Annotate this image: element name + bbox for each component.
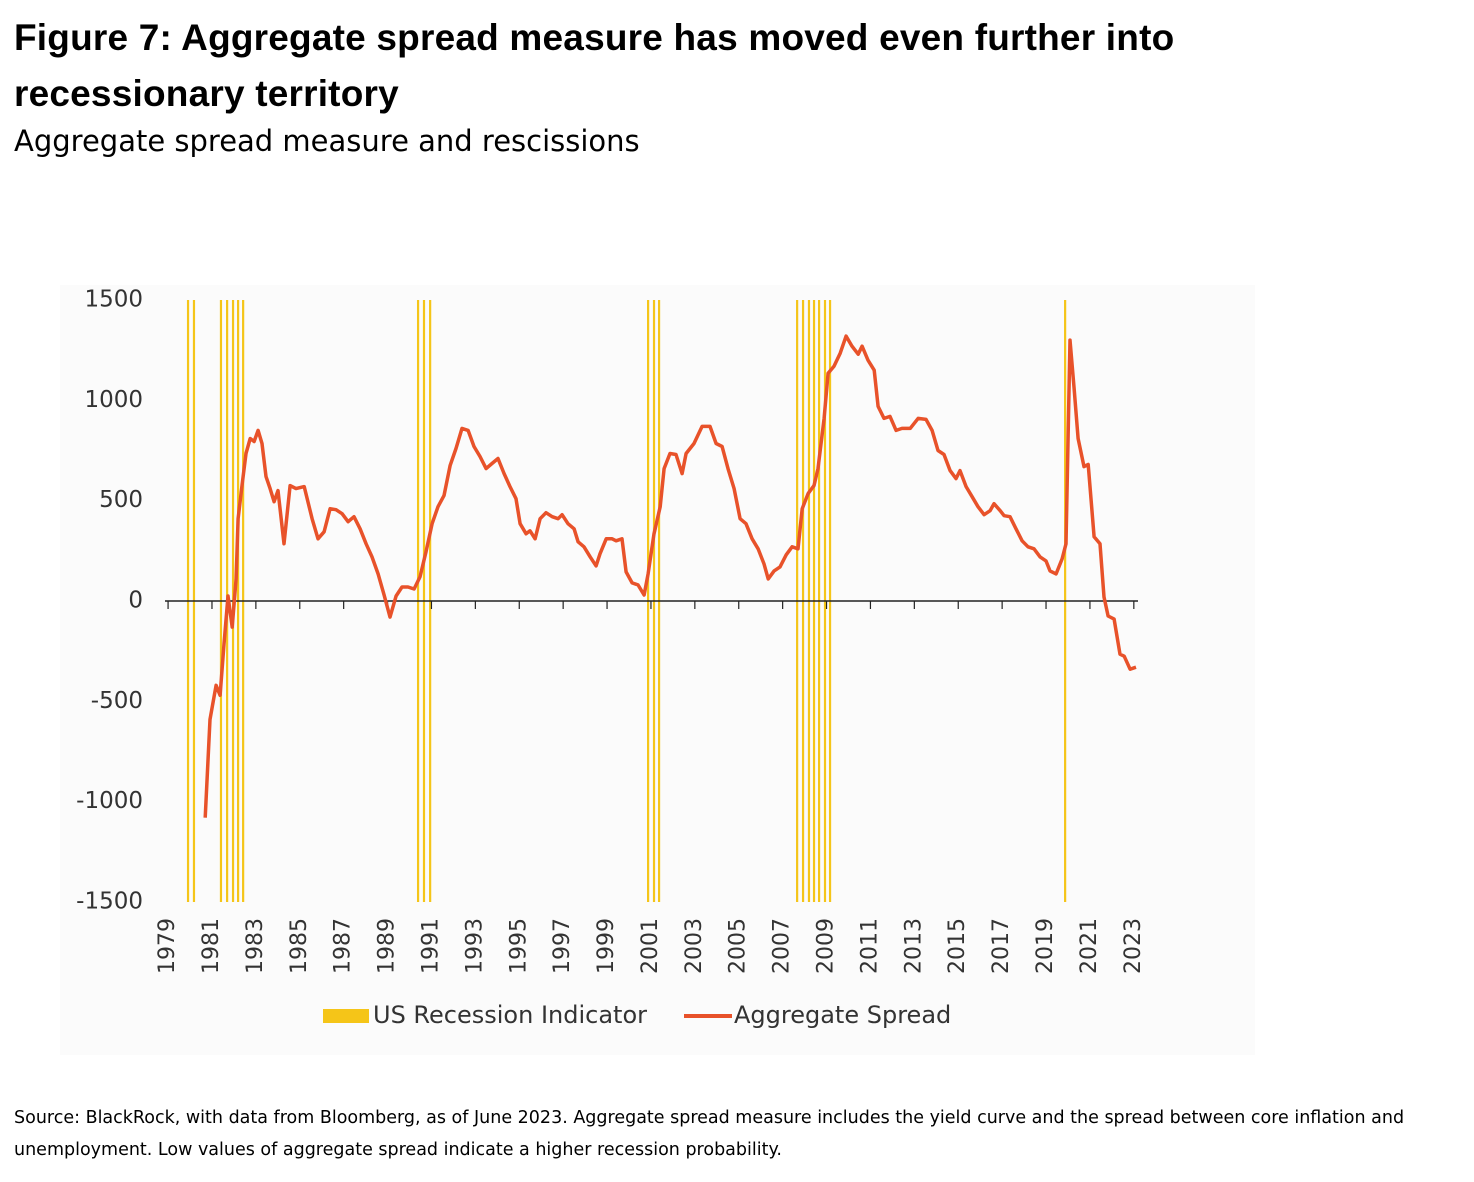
y-tick-label: -1000 (76, 788, 143, 814)
x-tick-label: 2023 (1121, 918, 1146, 974)
x-tick-label: 2011 (857, 918, 882, 974)
x-tick-label: 2017 (989, 918, 1014, 974)
plot-background (60, 285, 1255, 1055)
chart: -1500 -1000 -500 0 500 1000 1500 1979 1981 1983 19… (60, 285, 1255, 1055)
source-note: Source: BlackRock, with data from Bloomb… (14, 1108, 1405, 1160)
legend-swatch (323, 1009, 369, 1023)
y-tick-label: 0 (128, 588, 143, 614)
x-tick-label: 1979 (155, 918, 180, 974)
y-tick-label: -500 (91, 688, 143, 714)
y-tick-label: 1500 (84, 287, 143, 313)
x-tick-label: 1981 (199, 918, 224, 974)
x-tick-label: 1993 (462, 918, 487, 974)
legend-label: Aggregate Spread (734, 1001, 951, 1029)
x-tick-label: 2003 (682, 918, 707, 974)
x-tick-label: 2005 (726, 918, 751, 974)
chart-subtitle: Aggregate spread measure and rescissions (14, 124, 640, 158)
x-tick-label: 1987 (331, 918, 356, 974)
x-tick-label: 2015 (945, 918, 970, 974)
x-tick-label: 2019 (1033, 918, 1058, 974)
chart-title: Figure 7: Aggregate spread measure has m… (14, 17, 1175, 114)
x-tick-label: 2021 (1077, 918, 1102, 974)
x-tick-label: 1985 (287, 918, 312, 974)
x-tick-label: 1991 (418, 918, 443, 974)
x-tick-label: 1983 (243, 918, 268, 974)
spread-line (203, 334, 1137, 818)
x-tick-label: 1999 (594, 918, 619, 974)
x-tick-label: 1997 (550, 918, 575, 974)
y-tick-label: 500 (99, 487, 143, 513)
x-tick-label: 2001 (638, 918, 663, 974)
legend-label: US Recession Indicator (373, 1001, 647, 1029)
x-tick-label: 1995 (506, 918, 531, 974)
x-tick-label: 2013 (901, 918, 926, 974)
x-tick-label: 2009 (814, 918, 839, 974)
y-tick-label: 1000 (84, 387, 143, 413)
x-tick-label: 2007 (770, 918, 795, 974)
x-tick-label: 1989 (375, 918, 400, 974)
y-tick-label: -1500 (76, 889, 143, 915)
